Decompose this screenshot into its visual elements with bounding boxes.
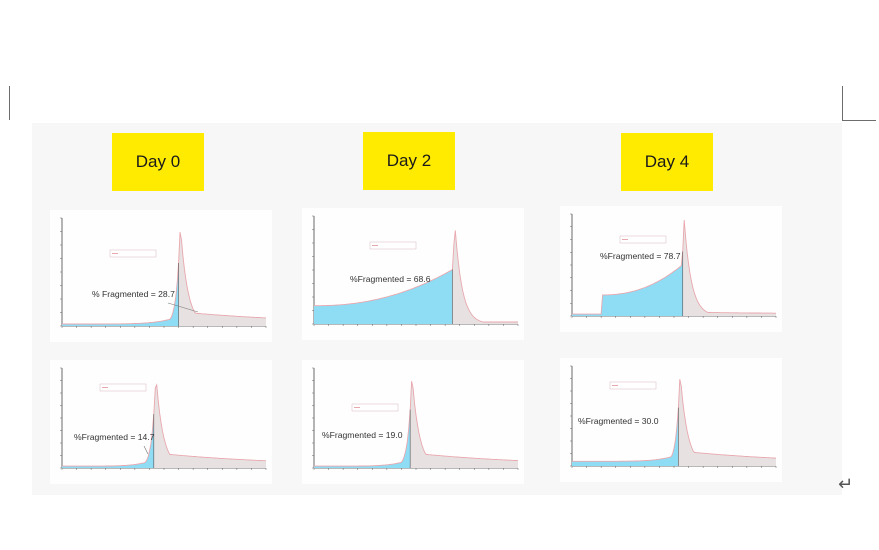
fragmented-area	[314, 269, 453, 324]
legend-box	[351, 403, 399, 412]
annotation-arrow	[167, 302, 199, 313]
fragmented-area	[572, 407, 679, 466]
intact-area	[153, 384, 266, 468]
chart-day0-top: % Fragmented = 28.7	[50, 210, 272, 342]
intact-area	[682, 220, 776, 316]
day-0-label: Day 0	[112, 133, 204, 191]
chart-svg: %Fragmented = 19.0	[312, 367, 519, 470]
chart-day0-bottom: %Fragmented = 14.7	[50, 360, 272, 484]
return-arrow-icon: ↵	[838, 474, 854, 495]
trace-line	[572, 220, 776, 315]
chart-day2-top: %Fragmented = 68.6	[302, 208, 524, 340]
chart-svg: %Fragmented = 30.0	[570, 365, 777, 468]
trace-line	[314, 230, 518, 323]
chart-day4-bottom: %Fragmented = 30.0	[560, 358, 782, 482]
fragmented-annotation: %Fragmented = 30.0	[578, 416, 659, 426]
trace-line	[572, 379, 777, 462]
day-4-label: Day 4	[621, 133, 713, 191]
fragmented-annotation: % Fragmented = 28.7	[92, 289, 175, 299]
legend-box	[99, 383, 147, 392]
legend-box	[369, 241, 417, 250]
crop-mark-left	[9, 86, 10, 120]
trace-line	[62, 383, 267, 467]
legend-box	[609, 381, 657, 390]
intact-area	[410, 381, 518, 468]
legend-box	[109, 249, 157, 258]
crop-mark-right	[842, 86, 843, 120]
fragmented-annotation: %Fragmented = 14.7	[74, 432, 155, 442]
trace-line	[314, 381, 519, 467]
chart-svg: %Fragmented = 68.6	[312, 215, 519, 326]
trace-line	[62, 232, 267, 325]
chart-day2-bottom: %Fragmented = 19.0	[302, 360, 524, 484]
fragmented-area	[572, 251, 683, 316]
fragmented-annotation: %Fragmented = 68.6	[350, 274, 431, 284]
fragmented-annotation: %Fragmented = 19.0	[322, 430, 403, 440]
day-2-label: Day 2	[363, 132, 455, 190]
chart-svg: % Fragmented = 28.7	[60, 217, 267, 328]
annotation-arrow	[143, 445, 149, 455]
chart-svg: %Fragmented = 78.7	[570, 213, 777, 318]
intact-area	[452, 230, 518, 324]
intact-area	[178, 232, 266, 326]
intact-area	[678, 379, 776, 466]
chart-svg: %Fragmented = 14.7	[60, 367, 267, 470]
crop-mark-right-h	[842, 120, 876, 121]
legend-box	[619, 235, 667, 244]
chart-day4-top: %Fragmented = 78.7	[560, 206, 782, 332]
fragmented-annotation: %Fragmented = 78.7	[600, 251, 681, 261]
